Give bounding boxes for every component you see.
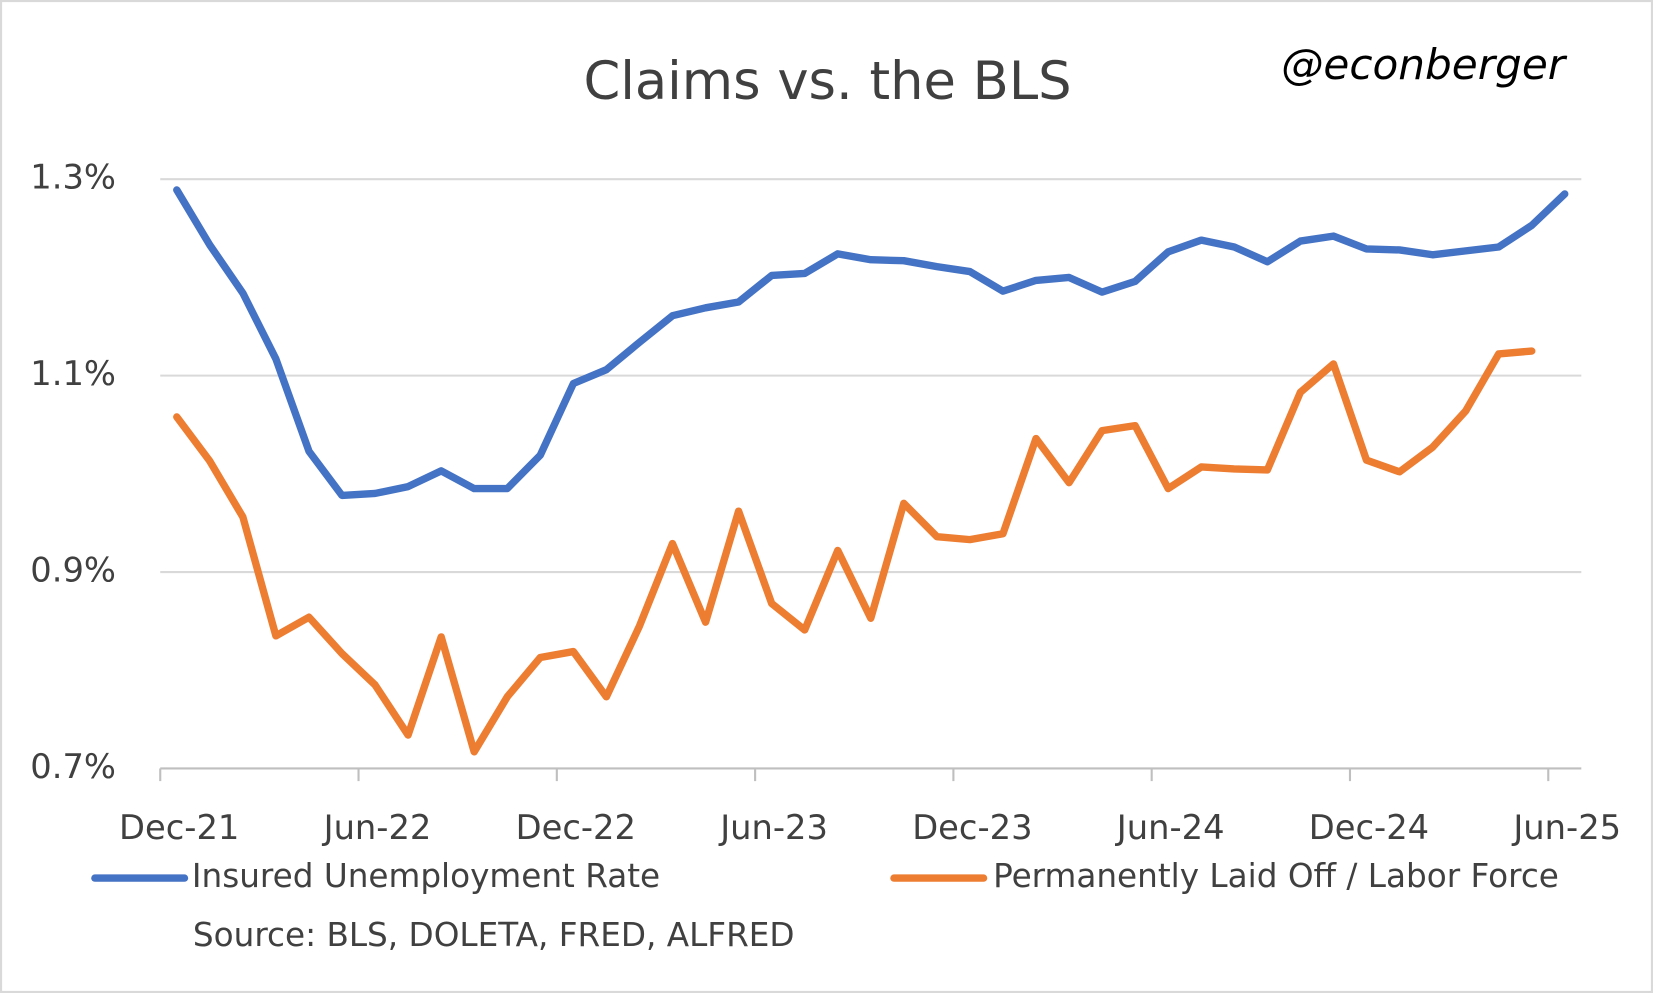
x-tick-label: Dec-22: [516, 808, 636, 847]
x-tick-label: Dec-24: [1309, 808, 1429, 847]
source-note: Source: BLS, DOLETA, FRED, ALFRED: [193, 916, 795, 954]
series-line: [173, 347, 1536, 756]
series-line: [173, 186, 1569, 500]
y-tick-label: 1.1%: [30, 354, 116, 393]
x-tick-label: Jun-25: [1511, 808, 1621, 847]
y-tick-label: 1.3%: [30, 158, 116, 197]
x-tick-label: Dec-21: [119, 808, 239, 847]
legend-label: Insured Unemployment Rate: [192, 857, 660, 895]
y-tick-label: 0.7%: [30, 747, 116, 786]
x-tick-label: Dec-23: [912, 808, 1032, 847]
legend-label: Permanently Laid Off / Labor Force: [993, 857, 1559, 895]
y-tick-label: 0.9%: [30, 551, 116, 590]
x-tick-label: Jun-24: [1115, 808, 1225, 847]
x-tick-label: Jun-23: [718, 808, 828, 847]
x-tick-label: Jun-22: [322, 808, 432, 847]
chart-title: Claims vs. the BLS: [583, 51, 1071, 112]
handle: @econberger: [1281, 40, 1568, 89]
